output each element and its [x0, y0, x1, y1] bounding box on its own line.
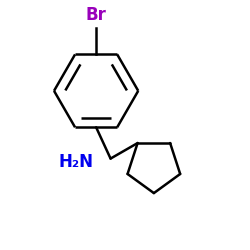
Text: Br: Br: [86, 6, 106, 24]
Text: H₂N: H₂N: [59, 153, 94, 171]
